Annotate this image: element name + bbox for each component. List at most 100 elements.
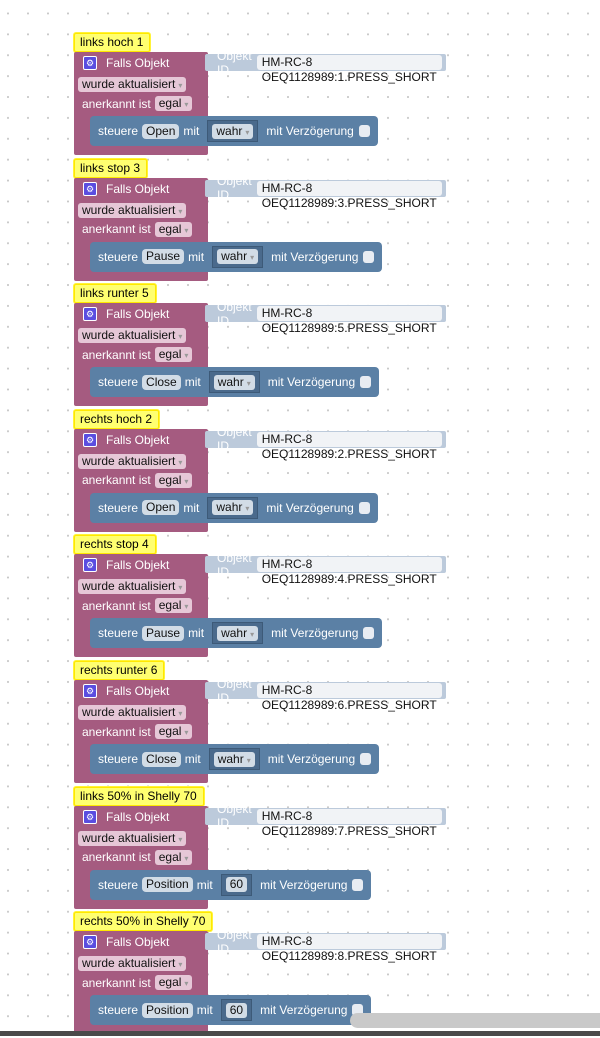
event-block-group[interactable]: links stop 3 ⚙ Falls Objekt Objekt ID HM-R… <box>74 158 534 285</box>
steuere-block[interactable]: steuere Position mit 60 mit Verzögerung <box>90 869 372 900</box>
steuere-block[interactable]: steuere Close mit wahr ▾ mit Verzögerung <box>90 367 380 398</box>
delay-checkbox[interactable] <box>363 250 375 263</box>
object-id-block[interactable]: Objekt ID HM-RC-8 OEQ1128989:4.PRESS_SHOR… <box>205 551 446 586</box>
steuere-block[interactable]: steuere Open mit wahr ▾ mit Verzögerung <box>90 492 378 523</box>
block-comment[interactable]: links runter 5 <box>74 284 156 304</box>
gear-icon[interactable]: ⚙ <box>83 935 97 950</box>
value-dropdown[interactable]: wahr ▾ <box>217 249 259 265</box>
trigger-dropdown[interactable]: wurde aktualisiert ▾ <box>78 202 187 218</box>
gear-icon[interactable]: ⚙ <box>83 809 97 824</box>
delay-checkbox[interactable] <box>352 878 364 891</box>
trigger-dropdown[interactable]: wurde aktualisiert ▾ <box>78 453 187 469</box>
delay-checkbox[interactable] <box>352 1004 364 1017</box>
command-field[interactable]: Position <box>142 877 193 893</box>
ack-dropdown[interactable]: egal ▾ <box>154 849 193 865</box>
block-comment[interactable]: links 50% in Shelly 70 <box>74 786 204 806</box>
object-id-block[interactable]: Objekt ID HM-RC-8 OEQ1128989:7.PRESS_SHOR… <box>205 802 446 838</box>
falls-objekt-block[interactable]: ⚙ Falls Objekt Objekt ID HM-RC-8 OEQ112898… <box>74 928 446 1035</box>
command-field[interactable]: Close <box>142 751 181 767</box>
ack-dropdown[interactable]: egal ▾ <box>154 221 193 237</box>
event-block-group[interactable]: rechts stop 4 ⚙ Falls Objekt Objekt ID HM-… <box>74 535 534 661</box>
object-id-block[interactable]: Objekt ID HM-RC-8 OEQ1128989:6.PRESS_SHOR… <box>205 677 446 712</box>
trigger-dropdown[interactable]: wurde aktualisiert ▾ <box>78 705 187 720</box>
event-block-group[interactable]: links hoch 1 ⚙ Falls Objekt Objekt ID HM-R… <box>74 33 534 159</box>
trigger-dropdown[interactable]: wurde aktualisiert ▾ <box>78 956 187 972</box>
delay-checkbox[interactable] <box>360 376 372 389</box>
command-field[interactable]: Pause <box>142 249 185 265</box>
trigger-dropdown[interactable]: wurde aktualisiert ▾ <box>78 830 187 846</box>
gear-icon[interactable]: ⚙ <box>83 432 97 447</box>
gear-icon[interactable]: ⚙ <box>83 558 97 573</box>
value-block[interactable]: wahr ▾ <box>212 245 264 268</box>
object-id-field[interactable]: HM-RC-8 OEQ1128989:2.PRESS_SHORT <box>256 431 442 461</box>
gear-icon[interactable]: ⚙ <box>83 181 97 196</box>
falls-objekt-block[interactable]: ⚙ Falls Objekt Objekt ID HM-RC-8 OEQ112898… <box>74 551 446 658</box>
trigger-dropdown[interactable]: wurde aktualisiert ▾ <box>78 77 187 92</box>
value-dropdown[interactable]: wahr ▾ <box>212 500 254 516</box>
event-block-group[interactable]: rechts 50% in Shelly 70 ⚙ Falls Objekt Ob… <box>74 912 534 1038</box>
ack-dropdown[interactable]: egal ▾ <box>154 96 193 111</box>
object-id-field[interactable]: HM-RC-8 OEQ1128989:7.PRESS_SHORT <box>256 808 442 838</box>
ack-dropdown[interactable]: egal ▾ <box>154 598 193 614</box>
steuere-block[interactable]: steuere Open mit wahr ▾ mit Verzögerung <box>90 116 378 146</box>
number-value[interactable]: 60 <box>225 1002 248 1018</box>
value-block[interactable]: wahr ▾ <box>208 371 260 394</box>
object-id-block[interactable]: Objekt ID HM-RC-8 OEQ1128989:1.PRESS_SHOR… <box>205 49 446 84</box>
block-comment[interactable]: rechts stop 4 <box>74 535 156 555</box>
command-field[interactable]: Close <box>142 374 181 390</box>
event-block-group[interactable]: links 50% in Shelly 70 ⚙ Falls Objekt Obj… <box>74 786 534 913</box>
value-dropdown[interactable]: wahr ▾ <box>217 625 259 641</box>
gear-icon[interactable]: ⚙ <box>83 307 97 322</box>
value-block[interactable]: wahr ▾ <box>207 496 259 519</box>
object-id-field[interactable]: HM-RC-8 OEQ1128989:4.PRESS_SHORT <box>256 557 442 586</box>
ack-dropdown[interactable]: egal ▾ <box>154 975 193 991</box>
block-comment[interactable]: links stop 3 <box>74 158 148 178</box>
value-block[interactable]: wahr ▾ <box>208 748 260 770</box>
value-dropdown[interactable]: wahr ▾ <box>212 123 254 139</box>
ack-dropdown[interactable]: egal ▾ <box>154 472 193 488</box>
value-dropdown[interactable]: wahr ▾ <box>213 751 255 767</box>
gear-icon[interactable]: ⚙ <box>83 684 97 698</box>
delay-checkbox[interactable] <box>360 753 372 765</box>
object-id-field[interactable]: HM-RC-8 OEQ1128989:1.PRESS_SHORT <box>256 55 442 84</box>
object-id-block[interactable]: Objekt ID HM-RC-8 OEQ1128989:3.PRESS_SHOR… <box>205 174 446 210</box>
delay-checkbox[interactable] <box>358 501 370 514</box>
trigger-dropdown[interactable]: wurde aktualisiert ▾ <box>78 579 187 595</box>
block-comment[interactable]: rechts 50% in Shelly 70 <box>74 912 213 932</box>
object-id-block[interactable]: Objekt ID HM-RC-8 OEQ1128989:5.PRESS_SHOR… <box>205 300 446 335</box>
steuere-block[interactable]: steuere Close mit wahr ▾ mit Verzögerung <box>90 744 380 774</box>
falls-objekt-block[interactable]: ⚙ Falls Objekt Objekt ID HM-RC-8 OEQ112898… <box>74 677 446 783</box>
object-id-field[interactable]: HM-RC-8 OEQ1128989:8.PRESS_SHORT <box>256 934 442 963</box>
steuere-block[interactable]: steuere Position mit 60 mit Verzögerung <box>90 995 372 1026</box>
delay-checkbox[interactable] <box>363 627 375 640</box>
number-value[interactable]: 60 <box>225 877 248 893</box>
block-comment[interactable]: links hoch 1 <box>74 33 151 52</box>
steuere-block[interactable]: steuere Pause mit wahr ▾ mit Verzögerung <box>90 241 383 272</box>
command-field[interactable]: Open <box>142 500 180 516</box>
falls-objekt-block[interactable]: ⚙ Falls Objekt Objekt ID HM-RC-8 OEQ112898… <box>74 174 446 281</box>
block-comment[interactable]: rechts hoch 2 <box>74 409 160 429</box>
object-id-block[interactable]: Objekt ID HM-RC-8 OEQ1128989:2.PRESS_SHOR… <box>205 425 446 461</box>
horizontal-scrollbar[interactable] <box>350 1013 600 1028</box>
object-id-field[interactable]: HM-RC-8 OEQ1128989:6.PRESS_SHORT <box>256 683 442 712</box>
block-comment[interactable]: rechts runter 6 <box>74 661 165 680</box>
command-field[interactable]: Open <box>142 123 180 139</box>
value-block[interactable]: 60 <box>220 873 253 896</box>
value-block[interactable]: 60 <box>220 999 253 1022</box>
steuere-block[interactable]: steuere Pause mit wahr ▾ mit Verzögerung <box>90 618 383 649</box>
delay-checkbox[interactable] <box>358 125 370 137</box>
ack-dropdown[interactable]: egal ▾ <box>154 724 193 739</box>
falls-objekt-block[interactable]: ⚙ Falls Objekt Objekt ID HM-RC-8 OEQ112898… <box>74 49 446 155</box>
command-field[interactable]: Position <box>142 1002 193 1018</box>
value-dropdown[interactable]: wahr ▾ <box>213 374 255 390</box>
gear-icon[interactable]: ⚙ <box>83 56 97 70</box>
trigger-dropdown[interactable]: wurde aktualisiert ▾ <box>78 328 187 344</box>
object-id-block[interactable]: Objekt ID HM-RC-8 OEQ1128989:8.PRESS_SHOR… <box>205 928 446 963</box>
object-id-field[interactable]: HM-RC-8 OEQ1128989:3.PRESS_SHORT <box>256 180 442 210</box>
value-block[interactable]: wahr ▾ <box>207 120 259 142</box>
object-id-field[interactable]: HM-RC-8 OEQ1128989:5.PRESS_SHORT <box>256 306 442 335</box>
event-block-group[interactable]: rechts runter 6 ⚙ Falls Objekt Objekt ID H… <box>74 661 534 787</box>
command-field[interactable]: Pause <box>142 625 185 641</box>
falls-objekt-block[interactable]: ⚙ Falls Objekt Objekt ID HM-RC-8 OEQ112898… <box>74 300 446 407</box>
value-block[interactable]: wahr ▾ <box>212 622 264 645</box>
